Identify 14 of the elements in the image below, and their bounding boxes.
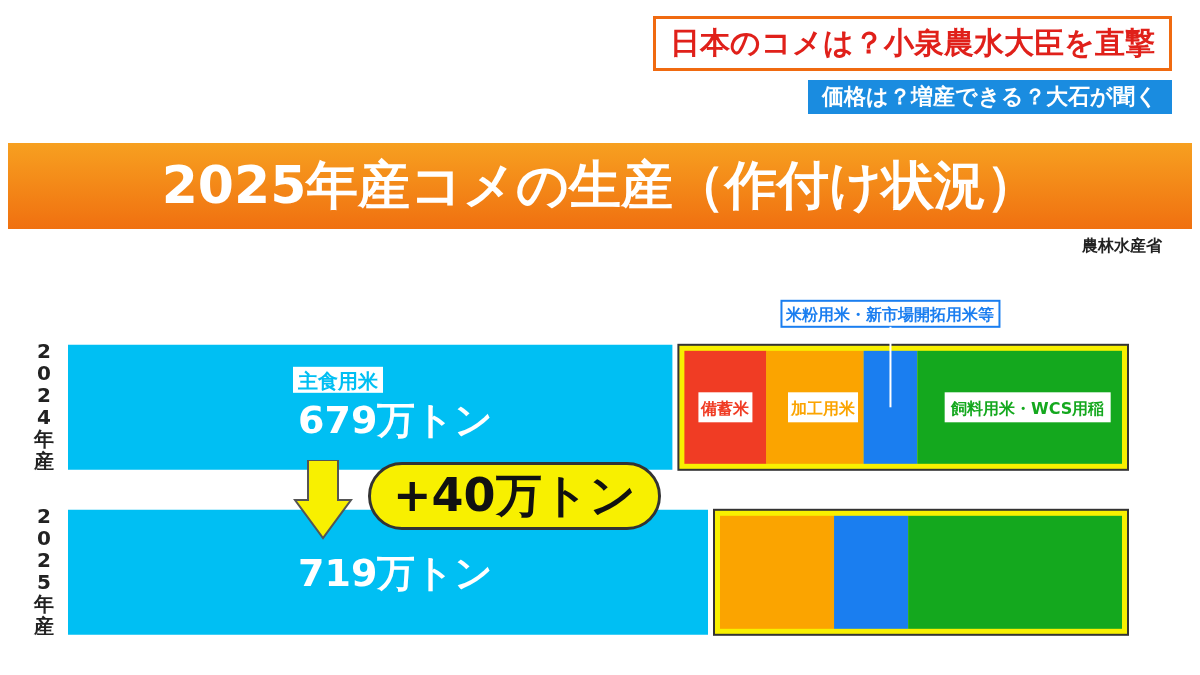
legend-label: 飼料用米・WCS用稲 [950,399,1105,419]
chart-title: 2025年産コメの生産（作付け状況） [161,154,1039,217]
y-tick-label: 2024年産 [33,338,54,473]
annotation: +40万トン [368,462,661,530]
legend-label: 加工用米 [790,399,857,419]
data-label: 719万トン [298,551,494,596]
legend-label: 米粉用米・新市場開拓用米等 [785,304,995,324]
y-tick-label: 2025年産 [33,503,54,638]
text: 価格は？増産できる？大石が聞く [808,80,1172,114]
data-label: 679万トン [298,397,494,442]
series-label: 主食用米 [297,368,379,393]
text: 農林水産省 [1082,236,1162,257]
legend-label: 備蓄米 [700,399,751,419]
text: 日本のコメは？小泉農水大臣を直撃 [670,25,1155,60]
